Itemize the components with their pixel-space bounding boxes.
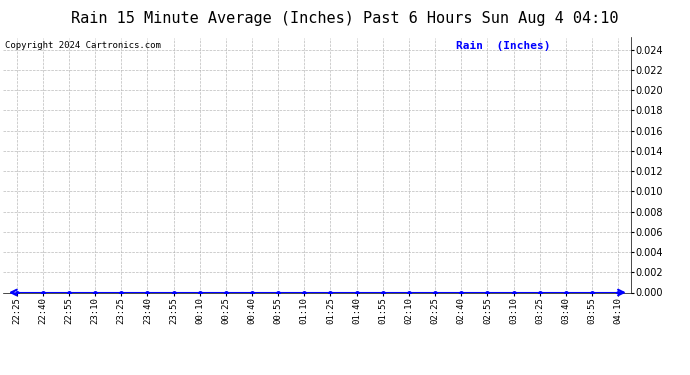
Text: Rain  (Inches): Rain (Inches) <box>455 41 550 51</box>
Text: Rain 15 Minute Average (Inches) Past 6 Hours Sun Aug 4 04:10: Rain 15 Minute Average (Inches) Past 6 H… <box>71 11 619 26</box>
Text: Copyright 2024 Cartronics.com: Copyright 2024 Cartronics.com <box>5 41 161 50</box>
